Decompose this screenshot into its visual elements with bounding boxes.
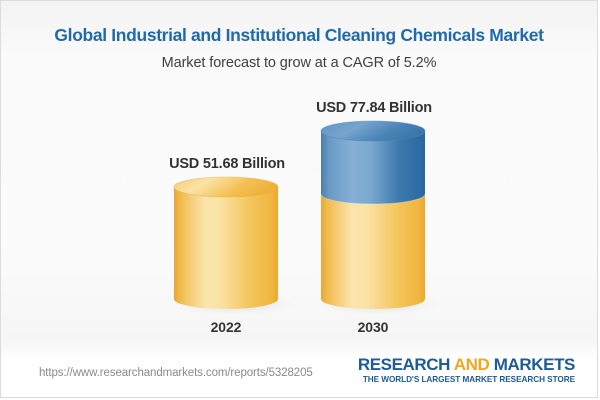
chart-title: Global Industrial and Institutional Clea… (54, 25, 544, 45)
logo-wordmark: RESEARCH AND MARKETS (357, 354, 576, 374)
category-label-2022: 2022 (210, 319, 242, 335)
logo-tagline: THE WORLD'S LARGEST MARKET RESEARCH STOR… (362, 374, 575, 384)
bar-cylinder-2030 (320, 120, 426, 309)
value-label-2030: USD 77.84 Billion (316, 100, 432, 116)
logo-word-markets: MARKETS (493, 354, 576, 374)
bar-cylinder-2022 (173, 176, 279, 309)
report-url[interactable]: https://www.researchandmarkets.com/repor… (39, 367, 313, 379)
chart-subtitle: Market forecast to grow at a CAGR of 5.2… (161, 55, 437, 71)
research-and-markets-logo[interactable]: RESEARCH AND MARKETS THE WORLD'S LARGEST… (357, 354, 576, 384)
logo-word-research: RESEARCH (357, 354, 451, 374)
value-label-2022: USD 51.68 Billion (169, 156, 285, 172)
logo-word-and: AND (453, 354, 490, 374)
category-label-2030: 2030 (357, 319, 389, 335)
card-footer: https://www.researchandmarkets.com/repor… (1, 341, 597, 397)
